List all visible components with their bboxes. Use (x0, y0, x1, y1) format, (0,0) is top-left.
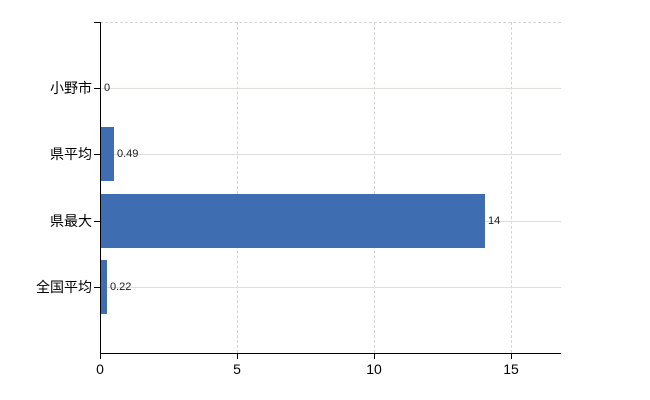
value-label: 0.49 (117, 148, 139, 160)
h-gridline (101, 88, 561, 89)
value-label: 0.22 (110, 281, 132, 293)
bar (101, 127, 114, 181)
category-label: 県最大 (50, 213, 92, 229)
category-label: 小野市 (50, 80, 92, 96)
h-gridline (101, 287, 561, 288)
bar (101, 194, 485, 248)
category-label: 県平均 (50, 146, 92, 162)
y-tick (94, 221, 100, 222)
x-tick (100, 353, 101, 359)
y-tick (94, 88, 100, 89)
x-tick-label: 15 (503, 361, 519, 377)
y-tick (94, 287, 100, 288)
x-tick (374, 353, 375, 359)
y-axis-line (100, 22, 101, 354)
value-label: 14 (488, 215, 501, 227)
v-gridline (237, 22, 238, 353)
v-gridline (511, 22, 512, 353)
category-label: 全国平均 (36, 279, 92, 295)
v-gridline (374, 22, 375, 353)
x-tick-label: 10 (366, 361, 382, 377)
x-tick-label: 0 (96, 361, 104, 377)
y-axis-end-tick (94, 22, 100, 23)
bar (101, 260, 107, 314)
value-label: 0 (104, 82, 111, 94)
plot-top-border (100, 22, 561, 23)
y-tick (94, 154, 100, 155)
x-tick-label: 5 (233, 361, 241, 377)
h-gridline (101, 154, 561, 155)
x-axis-line (100, 353, 561, 354)
x-tick (237, 353, 238, 359)
x-tick (511, 353, 512, 359)
